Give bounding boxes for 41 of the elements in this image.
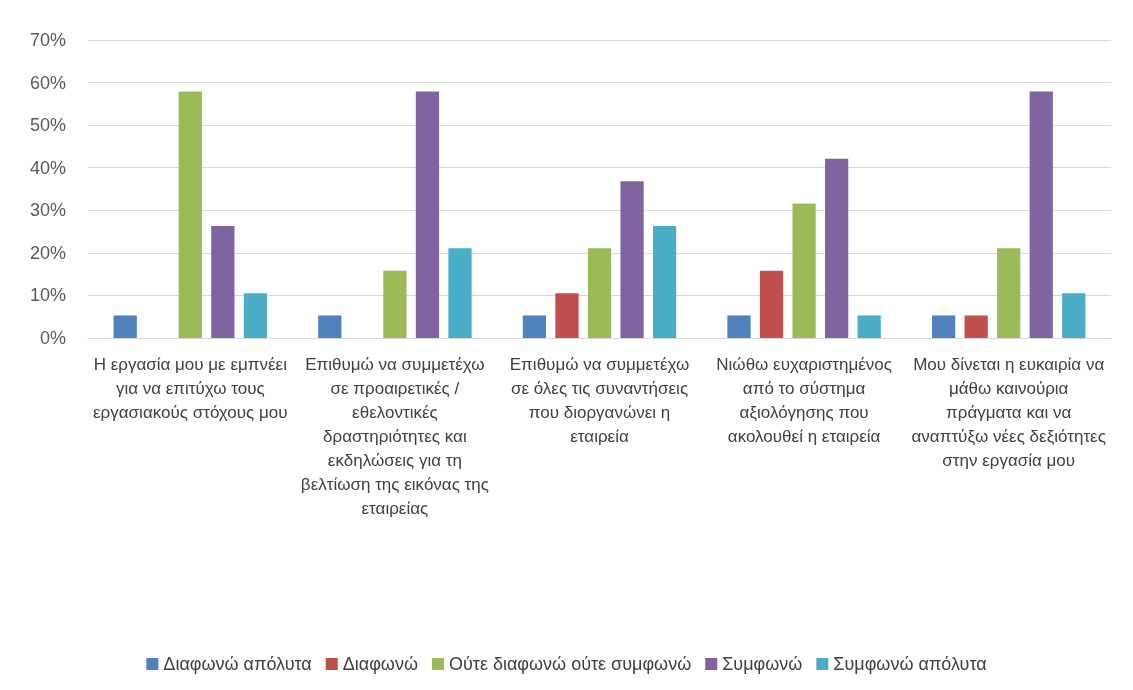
x-tick-label: Επιθυμώ να συμμετέχω σε όλες τις συναντήσεις που διοργανώνει η εταιρεία bbox=[509, 354, 690, 446]
bar bbox=[587, 248, 612, 338]
bar bbox=[964, 315, 988, 338]
bar bbox=[211, 226, 235, 338]
y-tick-label: 10% bbox=[29, 285, 66, 306]
y-tick-label: 70% bbox=[29, 30, 66, 50]
x-tick-label: Η εργασία μου με εμπνέει για να επιτύχω τους εργασιακούς στόχους μου bbox=[93, 354, 288, 422]
bar bbox=[243, 293, 268, 338]
bar bbox=[555, 293, 579, 338]
bar bbox=[620, 181, 644, 338]
bar bbox=[318, 315, 342, 338]
bar bbox=[825, 158, 849, 338]
bar bbox=[113, 315, 137, 338]
y-tick-label: 30% bbox=[29, 200, 66, 221]
bar bbox=[178, 91, 202, 338]
y-tick-label: 20% bbox=[29, 242, 66, 263]
y-tick-label: 50% bbox=[29, 115, 66, 136]
bar bbox=[1029, 91, 1053, 338]
legend-label: Διαφωνώ απόλυτα bbox=[163, 654, 312, 674]
bar bbox=[522, 315, 547, 338]
x-tick-label: Επιθυμώ να συμμετέχω σε προαιρετικές / εθελοντικές δραστηριότητες και εκδηλώσεις για τη βελτίωση της εικόνας της εταιρείας bbox=[300, 354, 489, 518]
bar bbox=[652, 226, 677, 338]
bar bbox=[448, 248, 472, 338]
bar bbox=[759, 270, 784, 338]
y-tick-label: 40% bbox=[29, 157, 66, 178]
y-tick-label: 60% bbox=[29, 72, 66, 93]
x-tick-label: Νιώθω ευχαριστημένος από το σύστημα αξιολόγησης που ακολουθεί η εταιρεία bbox=[716, 354, 892, 446]
bar bbox=[792, 203, 816, 338]
y-tick-label: 0% bbox=[39, 328, 66, 348]
bar bbox=[997, 248, 1021, 338]
bar bbox=[931, 315, 956, 338]
legend-label: Συμφωνώ απόλυτα bbox=[833, 654, 987, 674]
x-tick-label: Μου δίνεται η ευκαιρία να μάθω καινούρια πράγματα και να αναπτύξω νέες δεξιότητες στην εργασία μου bbox=[911, 354, 1106, 470]
bar bbox=[727, 315, 751, 338]
bar bbox=[415, 91, 440, 338]
legend-label: Διαφωνώ bbox=[342, 654, 418, 674]
bar bbox=[383, 270, 407, 338]
bar bbox=[857, 315, 881, 338]
legend-label: Συμφωνώ bbox=[722, 654, 803, 674]
legend-label: Ούτε διαφωνώ ούτε συμφωνώ bbox=[448, 654, 692, 674]
bar bbox=[1062, 293, 1086, 338]
